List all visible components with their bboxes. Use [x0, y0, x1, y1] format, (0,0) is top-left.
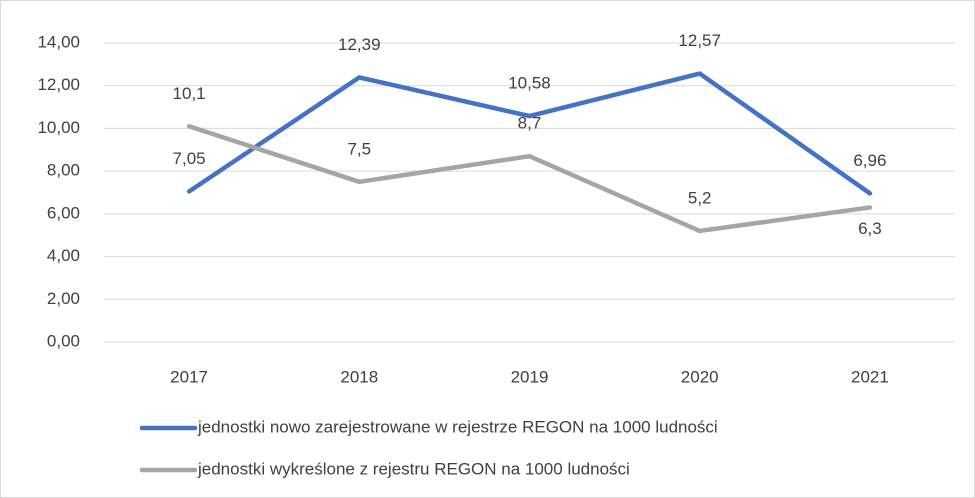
series-line — [186, 124, 873, 234]
data-label: 7,5 — [347, 139, 371, 158]
data-label: 8,7 — [518, 114, 542, 133]
x-tick-label: 2021 — [851, 367, 889, 386]
data-label: 10,58 — [508, 74, 551, 93]
legend-label: jednostki wykreślone z rejestru REGON na… — [197, 459, 630, 478]
x-tick-label: 2017 — [170, 367, 208, 386]
y-tick-label: 6,00 — [47, 203, 80, 222]
x-tick-label: 2020 — [681, 367, 719, 386]
data-label: 7,05 — [173, 149, 206, 168]
data-label: 5,2 — [688, 188, 712, 207]
legend-label: jednostki nowo zarejestrowane w rejestrz… — [197, 417, 718, 436]
y-tick-label: 4,00 — [47, 246, 80, 265]
data-label: 12,39 — [338, 35, 381, 54]
data-label: 10,1 — [173, 84, 206, 103]
y-tick-label: 8,00 — [47, 161, 80, 180]
y-tick-label: 10,00 — [37, 118, 80, 137]
y-tick-label: 14,00 — [37, 32, 80, 51]
series-line — [186, 71, 873, 196]
x-tick-label: 2018 — [340, 367, 378, 386]
y-tick-label: 0,00 — [47, 331, 80, 350]
data-label: 12,57 — [678, 31, 721, 50]
y-tick-label: 2,00 — [47, 289, 80, 308]
data-label: 6,3 — [858, 219, 882, 238]
data-label: 6,96 — [853, 151, 886, 170]
x-tick-label: 2019 — [511, 367, 549, 386]
y-tick-label: 12,00 — [37, 75, 80, 94]
